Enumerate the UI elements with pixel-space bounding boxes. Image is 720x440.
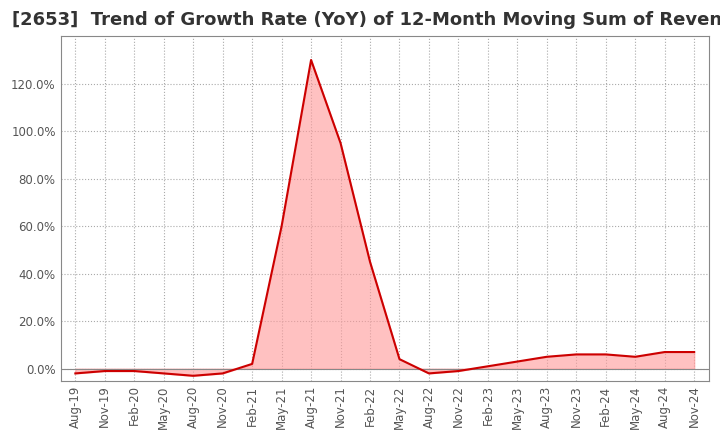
Title: [2653]  Trend of Growth Rate (YoY) of 12-Month Moving Sum of Revenues: [2653] Trend of Growth Rate (YoY) of 12-… <box>12 11 720 29</box>
